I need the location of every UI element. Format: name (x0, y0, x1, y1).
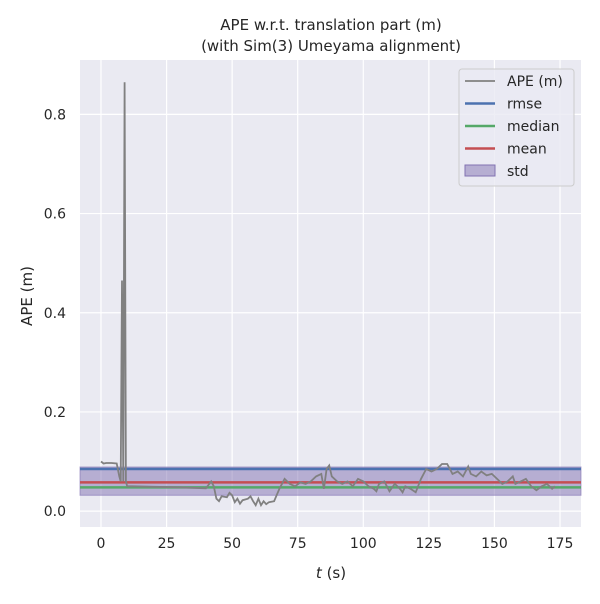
x-axis-label: t (s) (316, 564, 346, 582)
x-tick-label: 100 (350, 536, 377, 552)
x-tick-label: 125 (415, 536, 442, 552)
chart-title: APE w.r.t. translation part (m) (220, 16, 441, 34)
x-tick-label: 75 (289, 536, 307, 552)
y-tick-label: 0.6 (44, 207, 66, 223)
legend-label-ape: APE (m) (507, 74, 563, 90)
y-tick-label: 0.8 (44, 107, 66, 123)
x-tick-label: 150 (481, 536, 508, 552)
y-axis-label: APE (m) (18, 266, 36, 326)
legend: APE (m) rmse median mean std (459, 69, 574, 186)
y-tick-label: 0.4 (44, 306, 66, 322)
y-tick-label: 0.2 (44, 405, 66, 421)
legend-label-rmse: rmse (507, 97, 542, 113)
legend-swatch-std (465, 165, 495, 176)
legend-label-median: median (507, 119, 559, 135)
x-tick-label: 0 (97, 536, 106, 552)
y-tick-label: 0.0 (44, 504, 66, 520)
legend-label-std: std (507, 164, 529, 180)
legend-label-mean: mean (507, 142, 547, 158)
x-tick-label: 25 (158, 536, 176, 552)
chart-subtitle: (with Sim(3) Umeyama alignment) (201, 37, 461, 55)
x-tick-label: 50 (223, 536, 241, 552)
x-tick-label: 175 (547, 536, 574, 552)
